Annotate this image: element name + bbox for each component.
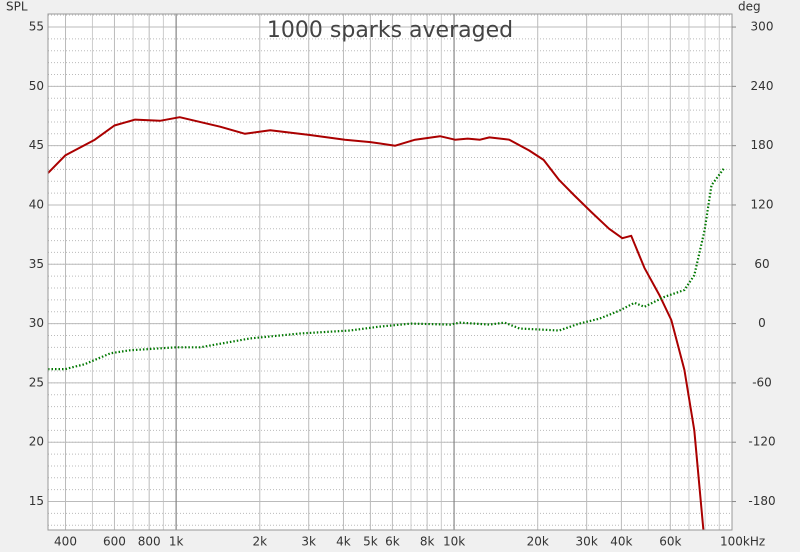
y2-tick-label: -120 [748, 435, 775, 449]
x-tick-label: 10k [443, 535, 465, 549]
y-tick-label: 30 [29, 316, 44, 330]
series-line [48, 166, 726, 371]
y-tick-label: 15 [29, 494, 44, 508]
x-tick-label: 5k [363, 535, 378, 549]
y2-tick-label: 0 [758, 316, 766, 330]
x-tick-label: 8k [420, 535, 435, 549]
y-axis-label: SPL [6, 0, 28, 14]
y2-tick-label: 240 [751, 79, 774, 93]
y2-tick-label: 300 [751, 20, 774, 34]
chart-title: 1000 sparks averaged [267, 18, 513, 43]
y-tick-label: 35 [29, 257, 44, 271]
x-tick-label: 60k [659, 535, 681, 549]
x-tick-label: 40k [610, 535, 632, 549]
y2-tick-label: 180 [751, 138, 774, 152]
series-line [48, 116, 705, 530]
plot-frame [47, 13, 733, 531]
y-tick-label: 45 [29, 138, 44, 152]
x-tick-label: 20k [527, 535, 549, 549]
y-tick-label: 50 [29, 79, 44, 93]
y2-tick-label: -60 [752, 375, 772, 389]
x-tick-label: 100kHz [720, 535, 765, 549]
x-tick-label: 30k [576, 535, 598, 549]
y-tick-label: 25 [29, 375, 44, 389]
x-tick-label: 400 [54, 535, 77, 549]
y-tick-label: 55 [29, 20, 44, 34]
x-tick-label: 2k [252, 535, 267, 549]
x-tick-label: 6k [385, 535, 400, 549]
y2-tick-label: -180 [748, 494, 775, 508]
x-tick-label: 4k [336, 535, 351, 549]
y2-tick-label: 60 [754, 257, 769, 271]
x-tick-label: 3k [301, 535, 316, 549]
y-tick-label: 20 [29, 435, 44, 449]
x-tick-label: 600 [103, 535, 126, 549]
plot-area [48, 14, 732, 530]
y2-axis-label: deg [738, 0, 761, 14]
x-tick-label: 1k [169, 535, 184, 549]
y2-tick-label: 120 [751, 197, 774, 211]
y-tick-label: 40 [29, 197, 44, 211]
x-tick-label: 800 [138, 535, 161, 549]
